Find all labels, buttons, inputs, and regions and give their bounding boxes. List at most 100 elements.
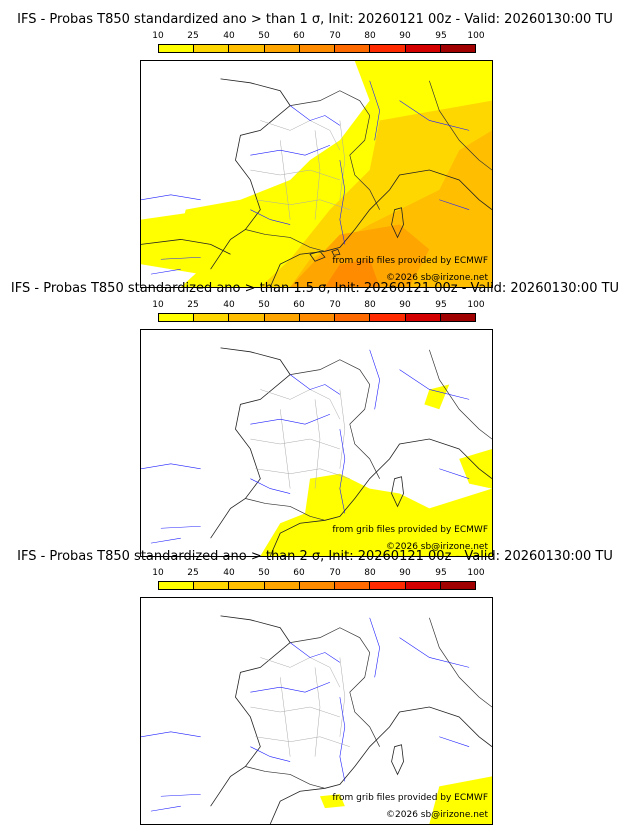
colorbar-swatch: [370, 314, 406, 321]
country-border: [429, 80, 492, 171]
prob-area-60: [324, 259, 380, 287]
credit-copyright: ©2026 sb@irizone.net: [386, 542, 488, 552]
country-border: [245, 229, 326, 252]
colorbar-label: 40: [223, 568, 235, 578]
colorbar-swatch: [194, 314, 230, 321]
credit-copyright: ©2026 sb@irizone.net: [386, 273, 488, 283]
map-graphic: [141, 61, 492, 287]
coastline: [141, 239, 231, 255]
colorbar-swatch: [405, 314, 441, 321]
colorbar-swatch: [229, 582, 265, 589]
colorbar-label: 25: [187, 31, 199, 41]
colorbar-swatches: [158, 313, 476, 322]
colorbar-label: 80: [364, 31, 376, 41]
colorbar-label: 95: [435, 31, 447, 41]
colorbar-swatch: [440, 582, 475, 589]
map-panel-2: IFS - Probas T850 standardized ano > tha…: [0, 281, 630, 557]
corsica-island: [391, 744, 404, 776]
credit-copyright: ©2026 sb@irizone.net: [386, 810, 488, 820]
colorbar-label: 50: [258, 300, 270, 310]
colorbar: 10 25 40 50 60 70 80 90 95 100: [152, 299, 485, 327]
corsica-island: [391, 207, 404, 239]
colorbar-swatch: [299, 45, 336, 52]
colorbar-swatch: [264, 45, 300, 52]
coastline: [210, 615, 291, 807]
panel-title: IFS - Probas T850 standardized ano > tha…: [17, 549, 613, 564]
colorbar-swatch: [335, 45, 371, 52]
prob-area-50: [290, 224, 430, 287]
colorbar-label: 40: [223, 31, 235, 41]
prob-area-10: [429, 776, 492, 824]
colorbar-swatch: [194, 582, 230, 589]
coastline: [210, 78, 291, 270]
colorbar-swatch: [299, 582, 336, 589]
prob-area-10: [319, 794, 345, 809]
colorbar-label: 50: [258, 31, 270, 41]
colorbar-label: 60: [293, 568, 305, 578]
regional-border: [250, 657, 350, 757]
colorbar-swatch: [440, 314, 475, 321]
balearic-islands: [309, 248, 341, 262]
panel-title: IFS - Probas T850 standardized ano > tha…: [17, 12, 613, 27]
colorbar-swatch: [405, 582, 441, 589]
colorbar-label: 70: [329, 568, 341, 578]
colorbar-swatch: [159, 45, 195, 52]
colorbar-swatch: [370, 45, 406, 52]
colorbar-labels: 10 25 40 50 60 70 80 90 95 100: [152, 567, 484, 579]
river: [141, 617, 470, 812]
prob-area-10: [459, 448, 492, 489]
colorbar-swatch: [335, 314, 371, 321]
regional-border: [250, 389, 350, 489]
colorbar-label: 25: [187, 300, 199, 310]
colorbar-label: 25: [187, 568, 199, 578]
map-graphic: [141, 347, 492, 556]
country-border: [245, 349, 492, 521]
colorbar-label: 70: [329, 31, 341, 41]
credit-grib: from grib files provided by ECMWF: [332, 525, 488, 535]
probability-map: from grib files provided by ECMWF ©2026 …: [140, 329, 493, 557]
colorbar-labels: 10 25 40 50 60 70 80 90 95 100: [152, 30, 484, 42]
credit-grib: from grib files provided by ECMWF: [332, 256, 488, 266]
colorbar-label: 95: [435, 568, 447, 578]
coastline: [269, 706, 492, 824]
colorbar-label: 90: [399, 31, 411, 41]
colorbar-label: 10: [152, 300, 164, 310]
colorbar-swatch: [370, 582, 406, 589]
colorbar-label: 100: [467, 300, 485, 310]
colorbar-label: 80: [364, 568, 376, 578]
colorbar-swatch: [159, 314, 195, 321]
map-panel-3: IFS - Probas T850 standardized ano > tha…: [0, 549, 630, 825]
map-panel-1: IFS - Probas T850 standardized ano > tha…: [0, 12, 630, 288]
river: [141, 349, 470, 544]
colorbar-swatch: [229, 45, 265, 52]
coastline: [269, 169, 492, 287]
map-graphic: [141, 615, 492, 824]
colorbar-label: 40: [223, 300, 235, 310]
colorbar-swatch: [440, 45, 475, 52]
credit-grib: from grib files provided by ECMWF: [332, 793, 488, 803]
prob-area-10: [141, 209, 221, 275]
prob-area-10: [424, 384, 450, 410]
colorbar-label: 100: [467, 31, 485, 41]
colorbar-swatch: [335, 582, 371, 589]
coastline: [210, 347, 291, 539]
colorbar-label: 10: [152, 31, 164, 41]
river: [141, 80, 470, 275]
colorbar-label: 100: [467, 568, 485, 578]
colorbar-swatch: [194, 45, 230, 52]
colorbar-label: 10: [152, 568, 164, 578]
colorbar-label: 50: [258, 568, 270, 578]
probability-map: from grib files provided by ECMWF ©2026 …: [140, 60, 493, 288]
colorbar-label: 90: [399, 300, 411, 310]
colorbar-swatches: [158, 44, 476, 53]
colorbar-label: 90: [399, 568, 411, 578]
colorbar-swatch: [264, 582, 300, 589]
colorbar-swatches: [158, 581, 476, 590]
prob-area-10: [260, 473, 492, 556]
colorbar-swatch: [405, 45, 441, 52]
coastline: [269, 438, 492, 556]
probability-map: from grib files provided by ECMWF ©2026 …: [140, 597, 493, 825]
colorbar-labels: 10 25 40 50 60 70 80 90 95 100: [152, 299, 484, 311]
colorbar-swatch: [229, 314, 265, 321]
country-border: [290, 90, 380, 210]
